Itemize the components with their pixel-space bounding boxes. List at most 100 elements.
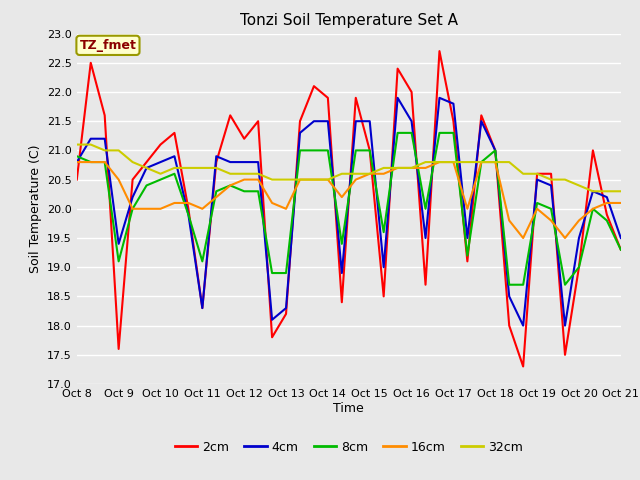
2cm	[157, 142, 164, 147]
4cm	[436, 95, 444, 101]
16cm	[310, 177, 318, 182]
16cm	[449, 159, 457, 165]
32cm	[380, 165, 387, 171]
2cm	[506, 323, 513, 328]
4cm	[296, 130, 304, 136]
32cm	[449, 159, 457, 165]
8cm	[422, 206, 429, 212]
16cm	[101, 159, 109, 165]
4cm	[617, 235, 625, 241]
8cm	[603, 217, 611, 223]
8cm	[449, 130, 457, 136]
X-axis label: Time: Time	[333, 402, 364, 415]
32cm	[338, 171, 346, 177]
32cm	[101, 147, 109, 153]
2cm	[366, 147, 374, 153]
32cm	[519, 171, 527, 177]
2cm	[73, 177, 81, 182]
16cm	[547, 217, 555, 223]
8cm	[617, 247, 625, 252]
32cm	[143, 165, 150, 171]
32cm	[352, 171, 360, 177]
2cm	[184, 206, 192, 212]
16cm	[212, 194, 220, 200]
16cm	[241, 177, 248, 182]
2cm	[449, 118, 457, 124]
16cm	[519, 235, 527, 241]
Line: 16cm: 16cm	[77, 162, 621, 238]
16cm	[352, 177, 360, 182]
16cm	[129, 206, 136, 212]
4cm	[547, 182, 555, 188]
4cm	[519, 323, 527, 328]
8cm	[254, 188, 262, 194]
32cm	[589, 188, 596, 194]
4cm	[589, 188, 596, 194]
16cm	[575, 217, 583, 223]
16cm	[533, 206, 541, 212]
2cm	[394, 66, 401, 72]
4cm	[268, 317, 276, 323]
16cm	[87, 159, 95, 165]
32cm	[282, 177, 290, 182]
4cm	[575, 235, 583, 241]
Line: 2cm: 2cm	[77, 51, 621, 366]
2cm	[268, 335, 276, 340]
16cm	[603, 200, 611, 206]
8cm	[506, 282, 513, 288]
Line: 8cm: 8cm	[77, 133, 621, 285]
32cm	[603, 188, 611, 194]
8cm	[380, 229, 387, 235]
2cm	[547, 171, 555, 177]
32cm	[227, 171, 234, 177]
2cm	[463, 258, 471, 264]
16cm	[282, 206, 290, 212]
2cm	[575, 264, 583, 270]
2cm	[310, 84, 318, 89]
Line: 4cm: 4cm	[77, 98, 621, 325]
4cm	[212, 154, 220, 159]
4cm	[394, 95, 401, 101]
2cm	[324, 95, 332, 101]
16cm	[492, 159, 499, 165]
16cm	[589, 206, 596, 212]
16cm	[157, 206, 164, 212]
16cm	[115, 177, 122, 182]
4cm	[506, 293, 513, 300]
16cm	[324, 177, 332, 182]
8cm	[171, 171, 179, 177]
8cm	[87, 159, 95, 165]
32cm	[198, 165, 206, 171]
4cm	[157, 159, 164, 165]
2cm	[519, 363, 527, 369]
16cm	[338, 194, 346, 200]
2cm	[492, 147, 499, 153]
4cm	[227, 159, 234, 165]
4cm	[101, 136, 109, 142]
32cm	[477, 159, 485, 165]
8cm	[436, 130, 444, 136]
16cm	[171, 200, 179, 206]
32cm	[296, 177, 304, 182]
2cm	[533, 171, 541, 177]
8cm	[268, 270, 276, 276]
8cm	[184, 212, 192, 217]
4cm	[73, 159, 81, 165]
2cm	[254, 118, 262, 124]
4cm	[463, 235, 471, 241]
8cm	[547, 206, 555, 212]
8cm	[129, 206, 136, 212]
8cm	[282, 270, 290, 276]
4cm	[561, 323, 569, 328]
2cm	[617, 247, 625, 252]
16cm	[296, 177, 304, 182]
32cm	[268, 177, 276, 182]
8cm	[241, 188, 248, 194]
2cm	[87, 60, 95, 66]
2cm	[422, 282, 429, 288]
8cm	[408, 130, 415, 136]
8cm	[198, 258, 206, 264]
Text: TZ_fmet: TZ_fmet	[79, 39, 136, 52]
16cm	[436, 159, 444, 165]
2cm	[408, 89, 415, 95]
